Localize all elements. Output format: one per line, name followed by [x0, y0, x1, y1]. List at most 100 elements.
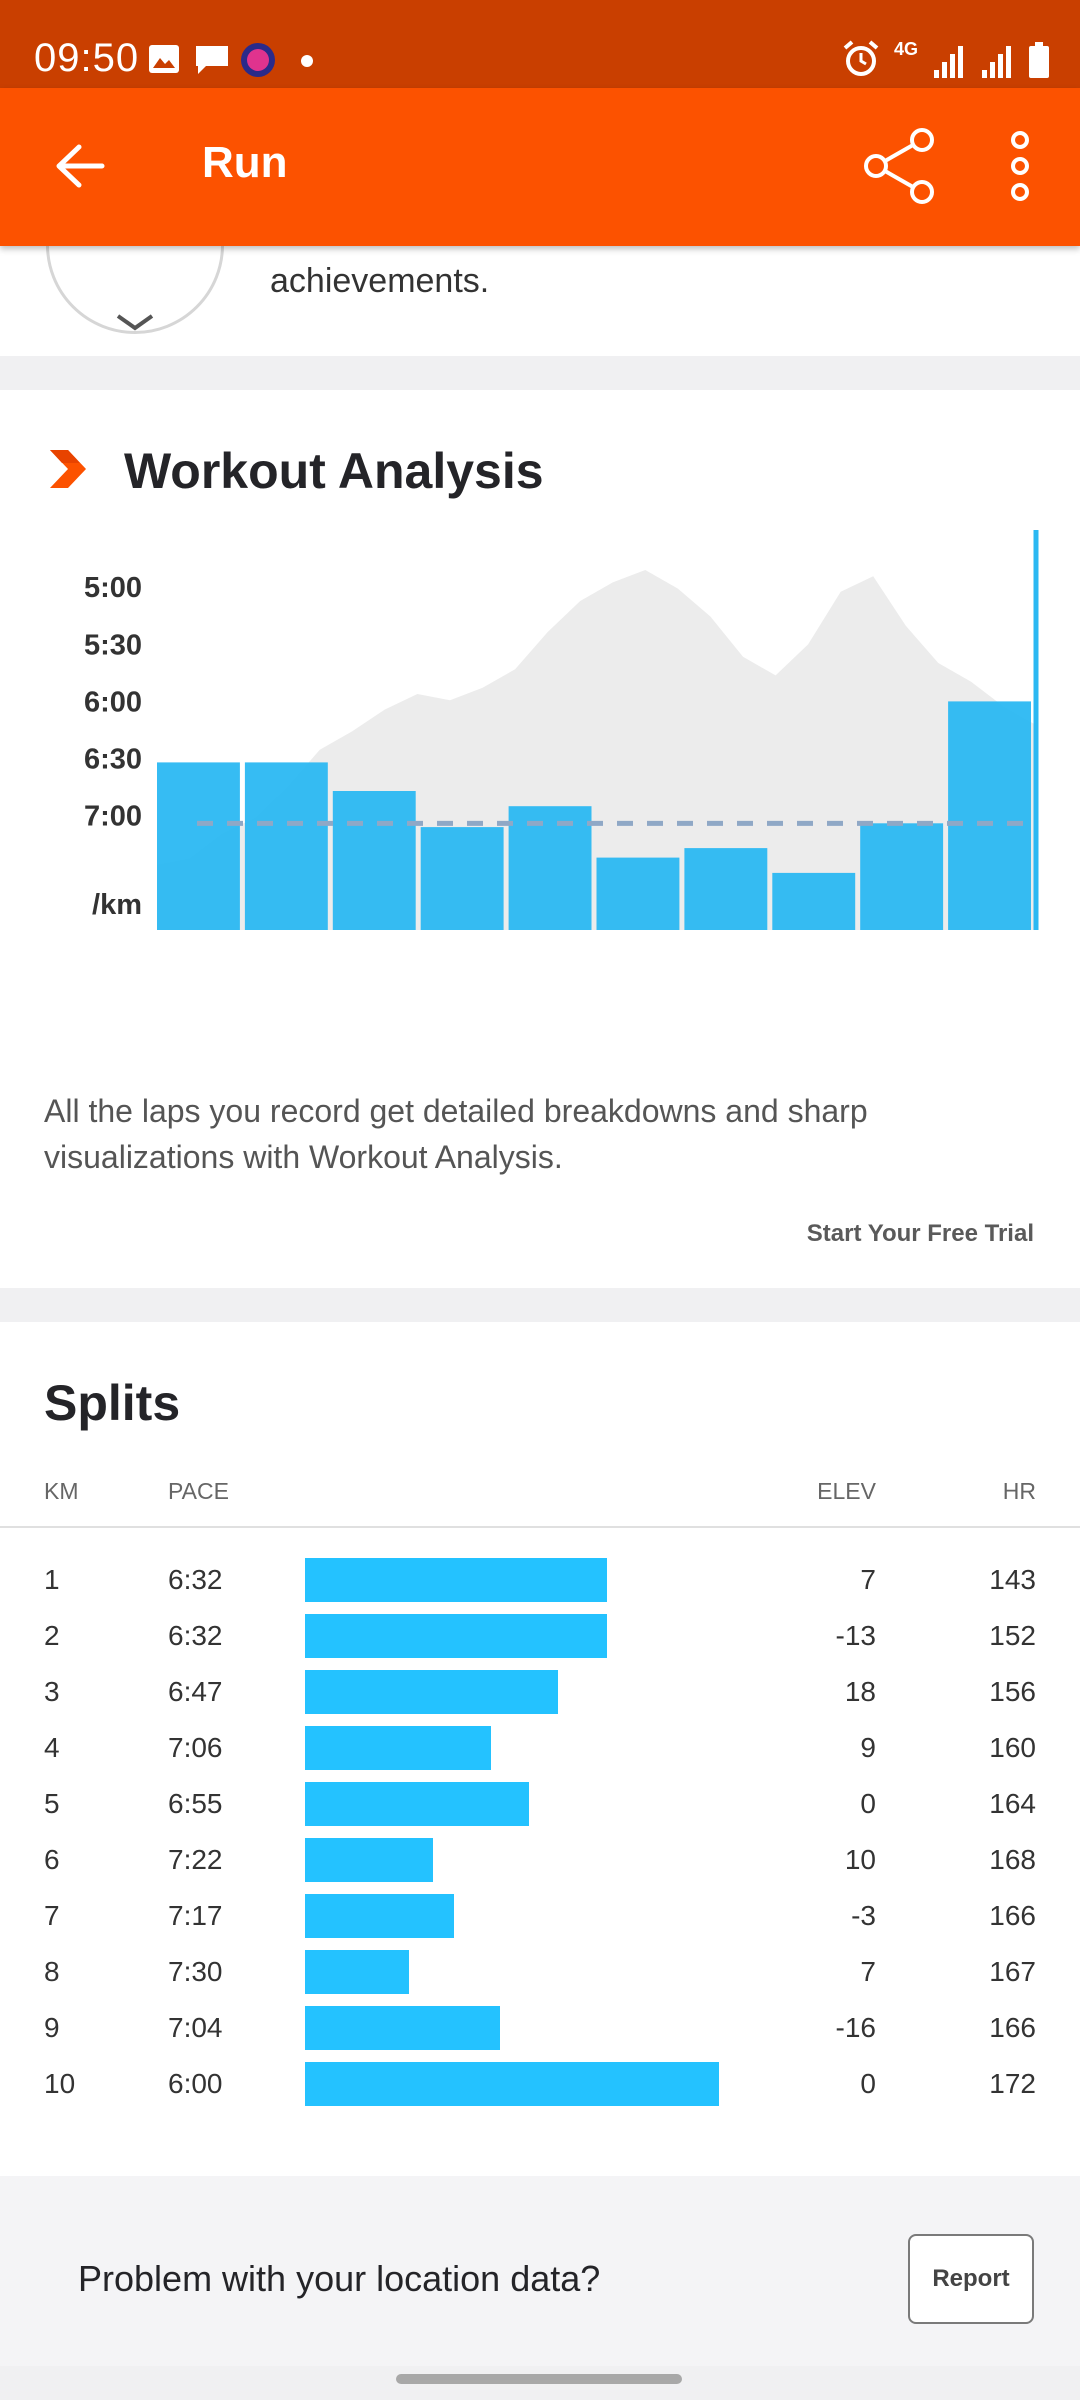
split-row: 9 7:04 -16 166: [0, 2002, 1080, 2058]
y-tick-label: 5:00: [84, 572, 142, 604]
lazada-icon: [241, 43, 275, 77]
pace-chart: 5:00 5:30 6:00 6:30 7:00/km: [84, 530, 1039, 930]
alarm-icon: [843, 40, 879, 76]
message-icon: [196, 46, 228, 74]
pace-bar-4[interactable]: [420, 827, 504, 930]
signal-icon-2: [982, 46, 1011, 78]
workout-analysis-title: Workout Analysis: [124, 443, 544, 499]
pace-bar-2[interactable]: [244, 762, 328, 930]
split-elev: 7: [860, 1564, 876, 1595]
split-km: 7: [44, 1900, 60, 1931]
split-pace: 6:00: [168, 2068, 223, 2099]
split-pace: 7:17: [168, 1900, 223, 1931]
pace-bar-8[interactable]: [772, 872, 856, 930]
split-elev: -3: [851, 1900, 876, 1931]
split-row: 5 6:55 0 164: [0, 1778, 1080, 1834]
pace-bar-6[interactable]: [596, 857, 680, 930]
start-free-trial-link[interactable]: Start Your Free Trial: [806, 1220, 1034, 1247]
gesture-nav-handle[interactable]: [396, 2374, 682, 2384]
split-hr: 152: [989, 1620, 1036, 1651]
split-hr: 160: [989, 1732, 1036, 1763]
split-row: 10 6:00 0 172: [0, 2058, 1080, 2114]
status-time: 09:50: [34, 36, 140, 80]
pace-bar-9[interactable]: [860, 823, 944, 930]
share-button[interactable]: [858, 124, 942, 208]
location-problem-section: Problem with your location data? Report: [0, 2176, 1080, 2366]
pace-bar-1[interactable]: [157, 762, 240, 930]
split-row: 2 6:32 -13 152: [0, 1610, 1080, 1666]
achievements-text: achievements.: [270, 262, 490, 300]
report-button[interactable]: Report: [908, 2234, 1034, 2324]
split-row: 7 7:17 -3 166: [0, 1890, 1080, 1946]
splits-card: Splits KM PACE ELEV HR 1 6:32 7 143 2 6:32 -13…: [0, 1322, 1080, 2176]
split-elev: 7: [860, 1956, 876, 1987]
split-elev: -16: [835, 2012, 876, 2043]
split-pace-bar: [305, 1670, 558, 1714]
pace-bar-10[interactable]: [948, 701, 1031, 930]
split-hr: 168: [989, 1844, 1036, 1875]
y-tick-label: 6:30: [84, 744, 142, 776]
split-hr: 166: [989, 2012, 1036, 2043]
split-km: 4: [44, 1732, 60, 1763]
split-hr: 166: [989, 1900, 1036, 1931]
achievements-card: achievements.: [0, 246, 1080, 356]
split-km: 9: [44, 2012, 60, 2043]
split-km: 2: [44, 1620, 60, 1651]
page-title: Run: [202, 138, 288, 187]
split-pace: 6:47: [168, 1676, 223, 1707]
split-hr: 156: [989, 1676, 1036, 1707]
achievement-badge: [46, 246, 224, 334]
split-row: 4 7:06 9 160: [0, 1722, 1080, 1778]
y-tick-label: 5:30: [84, 629, 142, 661]
status-bar: 09:50 4G: [0, 0, 1080, 88]
split-pace: 7:06: [168, 1732, 223, 1763]
split-row: 6 7:22 10 168: [0, 1834, 1080, 1890]
split-row: 3 6:47 18 156: [0, 1666, 1080, 1722]
split-pace-bar: [305, 1894, 454, 1938]
chevron-icon: [116, 314, 154, 331]
split-pace-bar: [305, 2062, 719, 2106]
pace-bar-7[interactable]: [684, 848, 768, 930]
split-pace: 6:32: [168, 1620, 223, 1651]
splits-table: 1 6:32 7 143 2 6:32 -13 152 3 6:47 18 156 4 7:06 9 160 5…: [0, 1554, 1080, 2114]
split-elev: 18: [844, 1676, 876, 1707]
share-icon: [864, 128, 934, 204]
workout-analysis-card: Workout Analysis 5:00 5:30 6:00 6:30 7:00/km…: [0, 390, 1080, 1288]
app-bar: Run: [0, 88, 1080, 246]
pace-bars: [157, 701, 1031, 930]
split-km: 10: [44, 2068, 76, 2099]
split-pace: 7:22: [168, 1844, 223, 1875]
split-km: 5: [44, 1788, 60, 1819]
split-elev: 0: [860, 1788, 876, 1819]
y-tick-label: 7:00: [84, 801, 142, 833]
split-pace: 6:32: [168, 1564, 223, 1595]
split-hr: 164: [989, 1788, 1036, 1819]
split-km: 8: [44, 1956, 60, 1987]
header-km: KM: [44, 1478, 79, 1504]
splits-title: Splits: [44, 1375, 181, 1431]
battery-icon: [1029, 42, 1049, 78]
split-elev: -13: [835, 1620, 876, 1651]
split-km: 3: [44, 1676, 60, 1707]
network-type: 4G: [893, 39, 918, 59]
strava-summit-icon: [50, 450, 86, 488]
split-pace-bar: [305, 1782, 529, 1826]
y-unit-label: /km: [92, 889, 142, 921]
split-elev: 9: [860, 1732, 876, 1763]
back-button[interactable]: [44, 130, 116, 202]
split-km: 6: [44, 1844, 60, 1875]
pace-bar-5[interactable]: [508, 806, 592, 930]
splits-header: KM PACE ELEV HR: [0, 1478, 1080, 1528]
split-elev: 0: [860, 2068, 876, 2099]
y-tick-label: 6:00: [84, 686, 142, 718]
more-options-button[interactable]: [990, 124, 1050, 208]
split-pace-bar: [305, 1614, 607, 1658]
split-hr: 172: [989, 2068, 1036, 2099]
back-arrow-icon: [56, 144, 105, 188]
header-hr: HR: [1002, 1478, 1036, 1504]
gallery-icon: [149, 45, 179, 73]
split-row: 1 6:32 7 143: [0, 1554, 1080, 1610]
split-pace-bar: [305, 1950, 409, 1994]
y-axis-ticks: 5:00 5:30 6:00 6:30 7:00/km: [84, 572, 142, 921]
pace-bar-3[interactable]: [332, 791, 416, 930]
